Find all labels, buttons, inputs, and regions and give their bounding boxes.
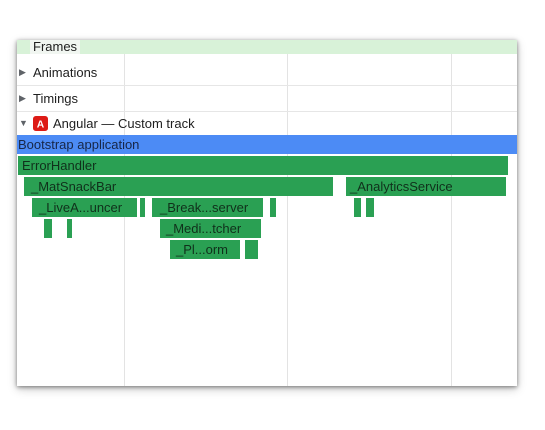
breakpoint-observer-bar[interactable]: _Break...server bbox=[152, 198, 263, 217]
track-animations[interactable]: ▶ Animations bbox=[17, 59, 517, 86]
track-animations-label: Animations bbox=[33, 64, 98, 80]
flame-slice-bar[interactable] bbox=[366, 198, 374, 217]
platform-bar[interactable]: _Pl...orm bbox=[170, 240, 240, 259]
track-timings[interactable]: ▶ Timings bbox=[17, 85, 517, 112]
track-timings-label: Timings bbox=[33, 90, 79, 106]
track-angular-custom[interactable]: ▼ A Angular — Custom track bbox=[17, 111, 517, 135]
collapse-triangle-icon[interactable]: ▼ bbox=[19, 117, 28, 128]
svg-text:A: A bbox=[37, 119, 45, 130]
bootstrap-application-bar[interactable]: Bootstrap application bbox=[17, 135, 517, 154]
track-angular-custom-label: Angular — Custom track bbox=[53, 115, 195, 131]
flame-slice-bar[interactable] bbox=[270, 198, 276, 217]
flame-slice-bar[interactable] bbox=[140, 198, 145, 217]
angular-logo-icon: A bbox=[33, 115, 48, 131]
time-gridline bbox=[451, 40, 452, 386]
flame-slice-bar[interactable] bbox=[245, 240, 258, 259]
expand-triangle-icon[interactable]: ▶ bbox=[19, 66, 26, 77]
live-announcer-bar[interactable]: _LiveA...uncer bbox=[32, 198, 137, 217]
flame-slice-bar[interactable] bbox=[44, 219, 52, 238]
mat-snack-bar-bar[interactable]: _MatSnackBar bbox=[24, 177, 333, 196]
performance-panel: Frames ▶ Animations ▶ Timings ▼ A Angula… bbox=[17, 40, 517, 386]
media-matcher-bar[interactable]: _Medi...tcher bbox=[160, 219, 261, 238]
frames-track-label: Frames bbox=[30, 40, 81, 54]
error-handler-bar[interactable]: ErrorHandler bbox=[18, 156, 508, 175]
time-gridline bbox=[287, 40, 288, 386]
analytics-service-bar[interactable]: _AnalyticsService bbox=[346, 177, 506, 196]
flame-slice-bar[interactable] bbox=[67, 219, 72, 238]
expand-triangle-icon[interactable]: ▶ bbox=[19, 92, 26, 103]
frames-track[interactable]: Frames bbox=[17, 40, 517, 54]
flame-slice-bar[interactable] bbox=[354, 198, 361, 217]
